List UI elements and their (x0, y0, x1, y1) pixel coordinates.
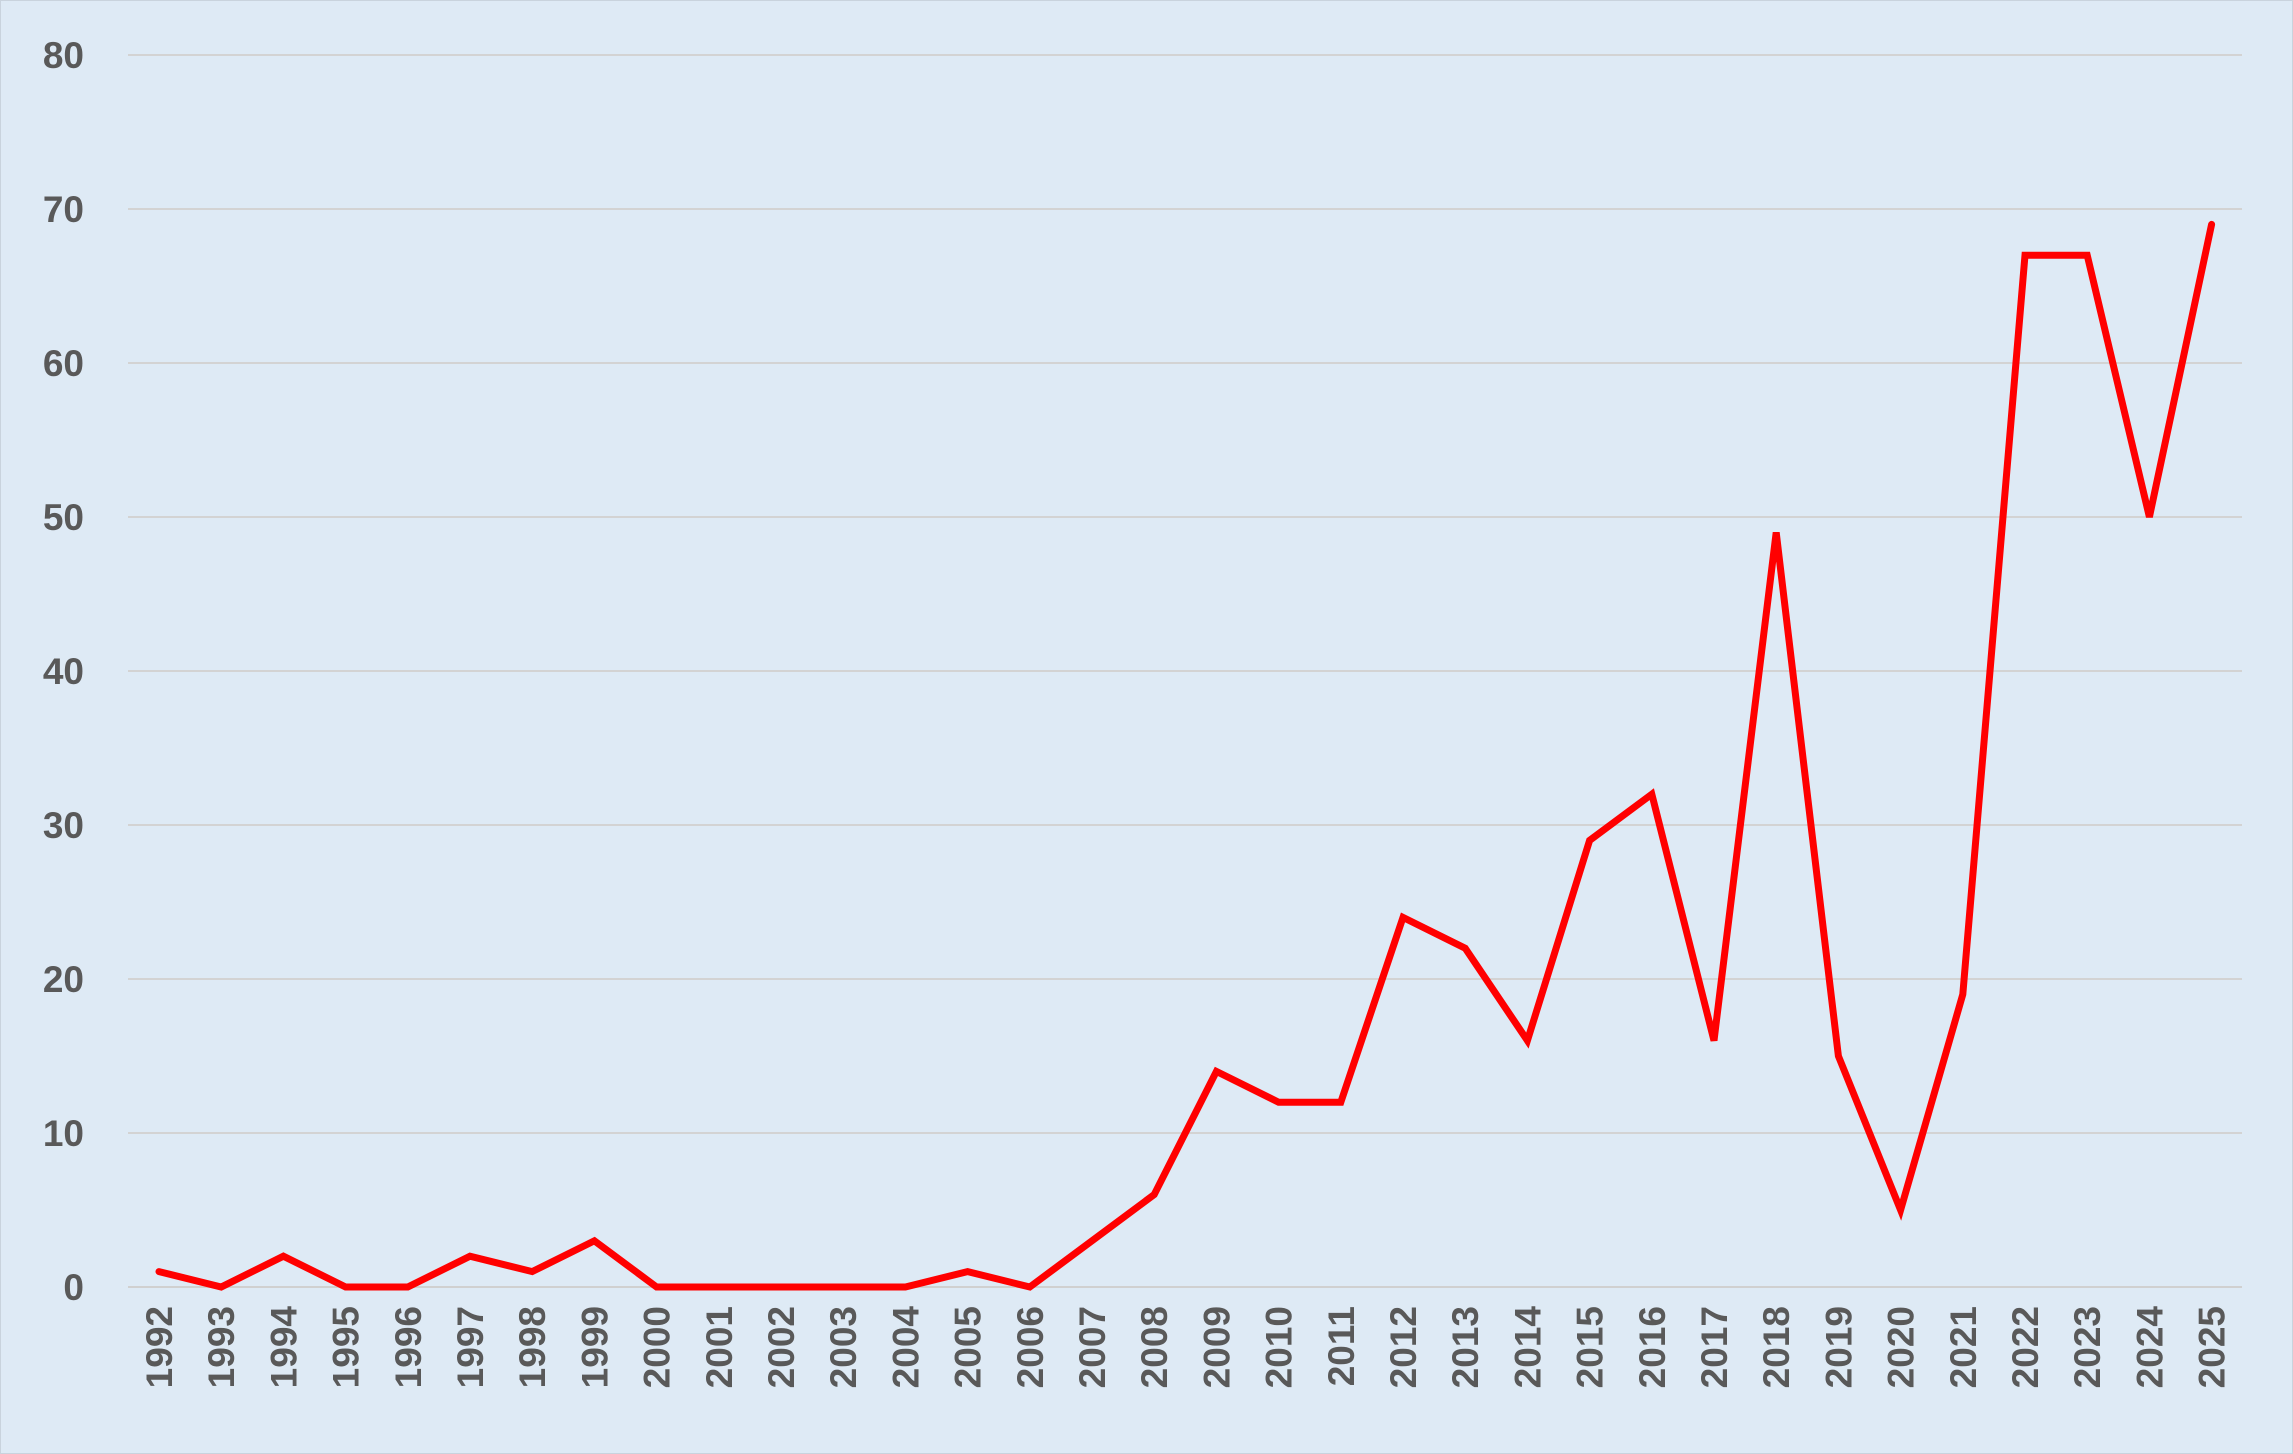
x-tick-label: 2018 (1756, 1306, 1797, 1388)
x-tick-label: 2015 (1570, 1306, 1611, 1388)
x-tick-label: 2021 (1943, 1306, 1984, 1388)
gridlines (128, 54, 2242, 1288)
x-tick-label: 2000 (637, 1306, 678, 1388)
x-tick-label: 1994 (263, 1306, 304, 1389)
x-tick-label: 2023 (2067, 1306, 2108, 1388)
x-tick-label: 2012 (1383, 1306, 1424, 1388)
x-tick-label: 1996 (388, 1306, 429, 1388)
x-tick-label: 1997 (450, 1306, 491, 1388)
x-tick-label: 2005 (948, 1306, 989, 1388)
x-tick-label: 2006 (1010, 1306, 1051, 1388)
x-tick-label: 2024 (2129, 1306, 2170, 1389)
x-tick-label: 2003 (823, 1306, 864, 1388)
x-tick-label: 2002 (761, 1306, 802, 1388)
x-tick-label: 2025 (2192, 1306, 2233, 1388)
x-tick-label: 2022 (2005, 1306, 2046, 1388)
data-series (155, 220, 2216, 1291)
y-tick-label: 10 (43, 1113, 84, 1154)
y-tick-label: 40 (43, 651, 84, 692)
y-tick-label: 20 (43, 959, 84, 1000)
y-tick-label: 30 (43, 805, 84, 846)
x-tick-label: 2013 (1445, 1306, 1486, 1388)
x-tick-label: 1999 (574, 1306, 615, 1388)
x-tick-label: 2014 (1507, 1306, 1548, 1389)
x-tick-label: 2010 (1259, 1306, 1300, 1388)
x-tick-label: 2016 (1632, 1306, 1673, 1388)
x-tick-label: 2009 (1196, 1306, 1237, 1388)
x-tick-label: 2017 (1694, 1306, 1735, 1388)
x-tick-label: 2008 (1134, 1306, 1175, 1388)
y-axis-tick-labels: 0 10 20 30 40 50 60 70 80 (43, 35, 84, 1308)
x-tick-label: 2001 (699, 1306, 740, 1388)
x-tick-label: 1992 (139, 1306, 180, 1388)
x-tick-label: 2004 (885, 1306, 926, 1389)
x-tick-label: 1993 (201, 1306, 242, 1388)
x-tick-label: 1998 (512, 1306, 553, 1388)
x-tick-label: 2011 (1321, 1306, 1362, 1386)
y-tick-label: 60 (43, 343, 84, 384)
y-tick-label: 80 (43, 35, 84, 76)
x-tick-label: 2020 (1881, 1306, 1922, 1388)
x-axis-tick-labels: 1992 1993 1994 1995 1996 1997 1998 1999 2000 2001… (139, 1306, 2233, 1389)
y-tick-label: 0 (63, 1267, 84, 1308)
x-tick-label: 2019 (1818, 1306, 1859, 1388)
series-line (155, 220, 2216, 1291)
y-tick-label: 70 (43, 189, 84, 230)
x-tick-label: 2007 (1072, 1306, 1113, 1388)
y-tick-label: 50 (43, 497, 84, 538)
x-tick-label: 1995 (326, 1306, 367, 1388)
